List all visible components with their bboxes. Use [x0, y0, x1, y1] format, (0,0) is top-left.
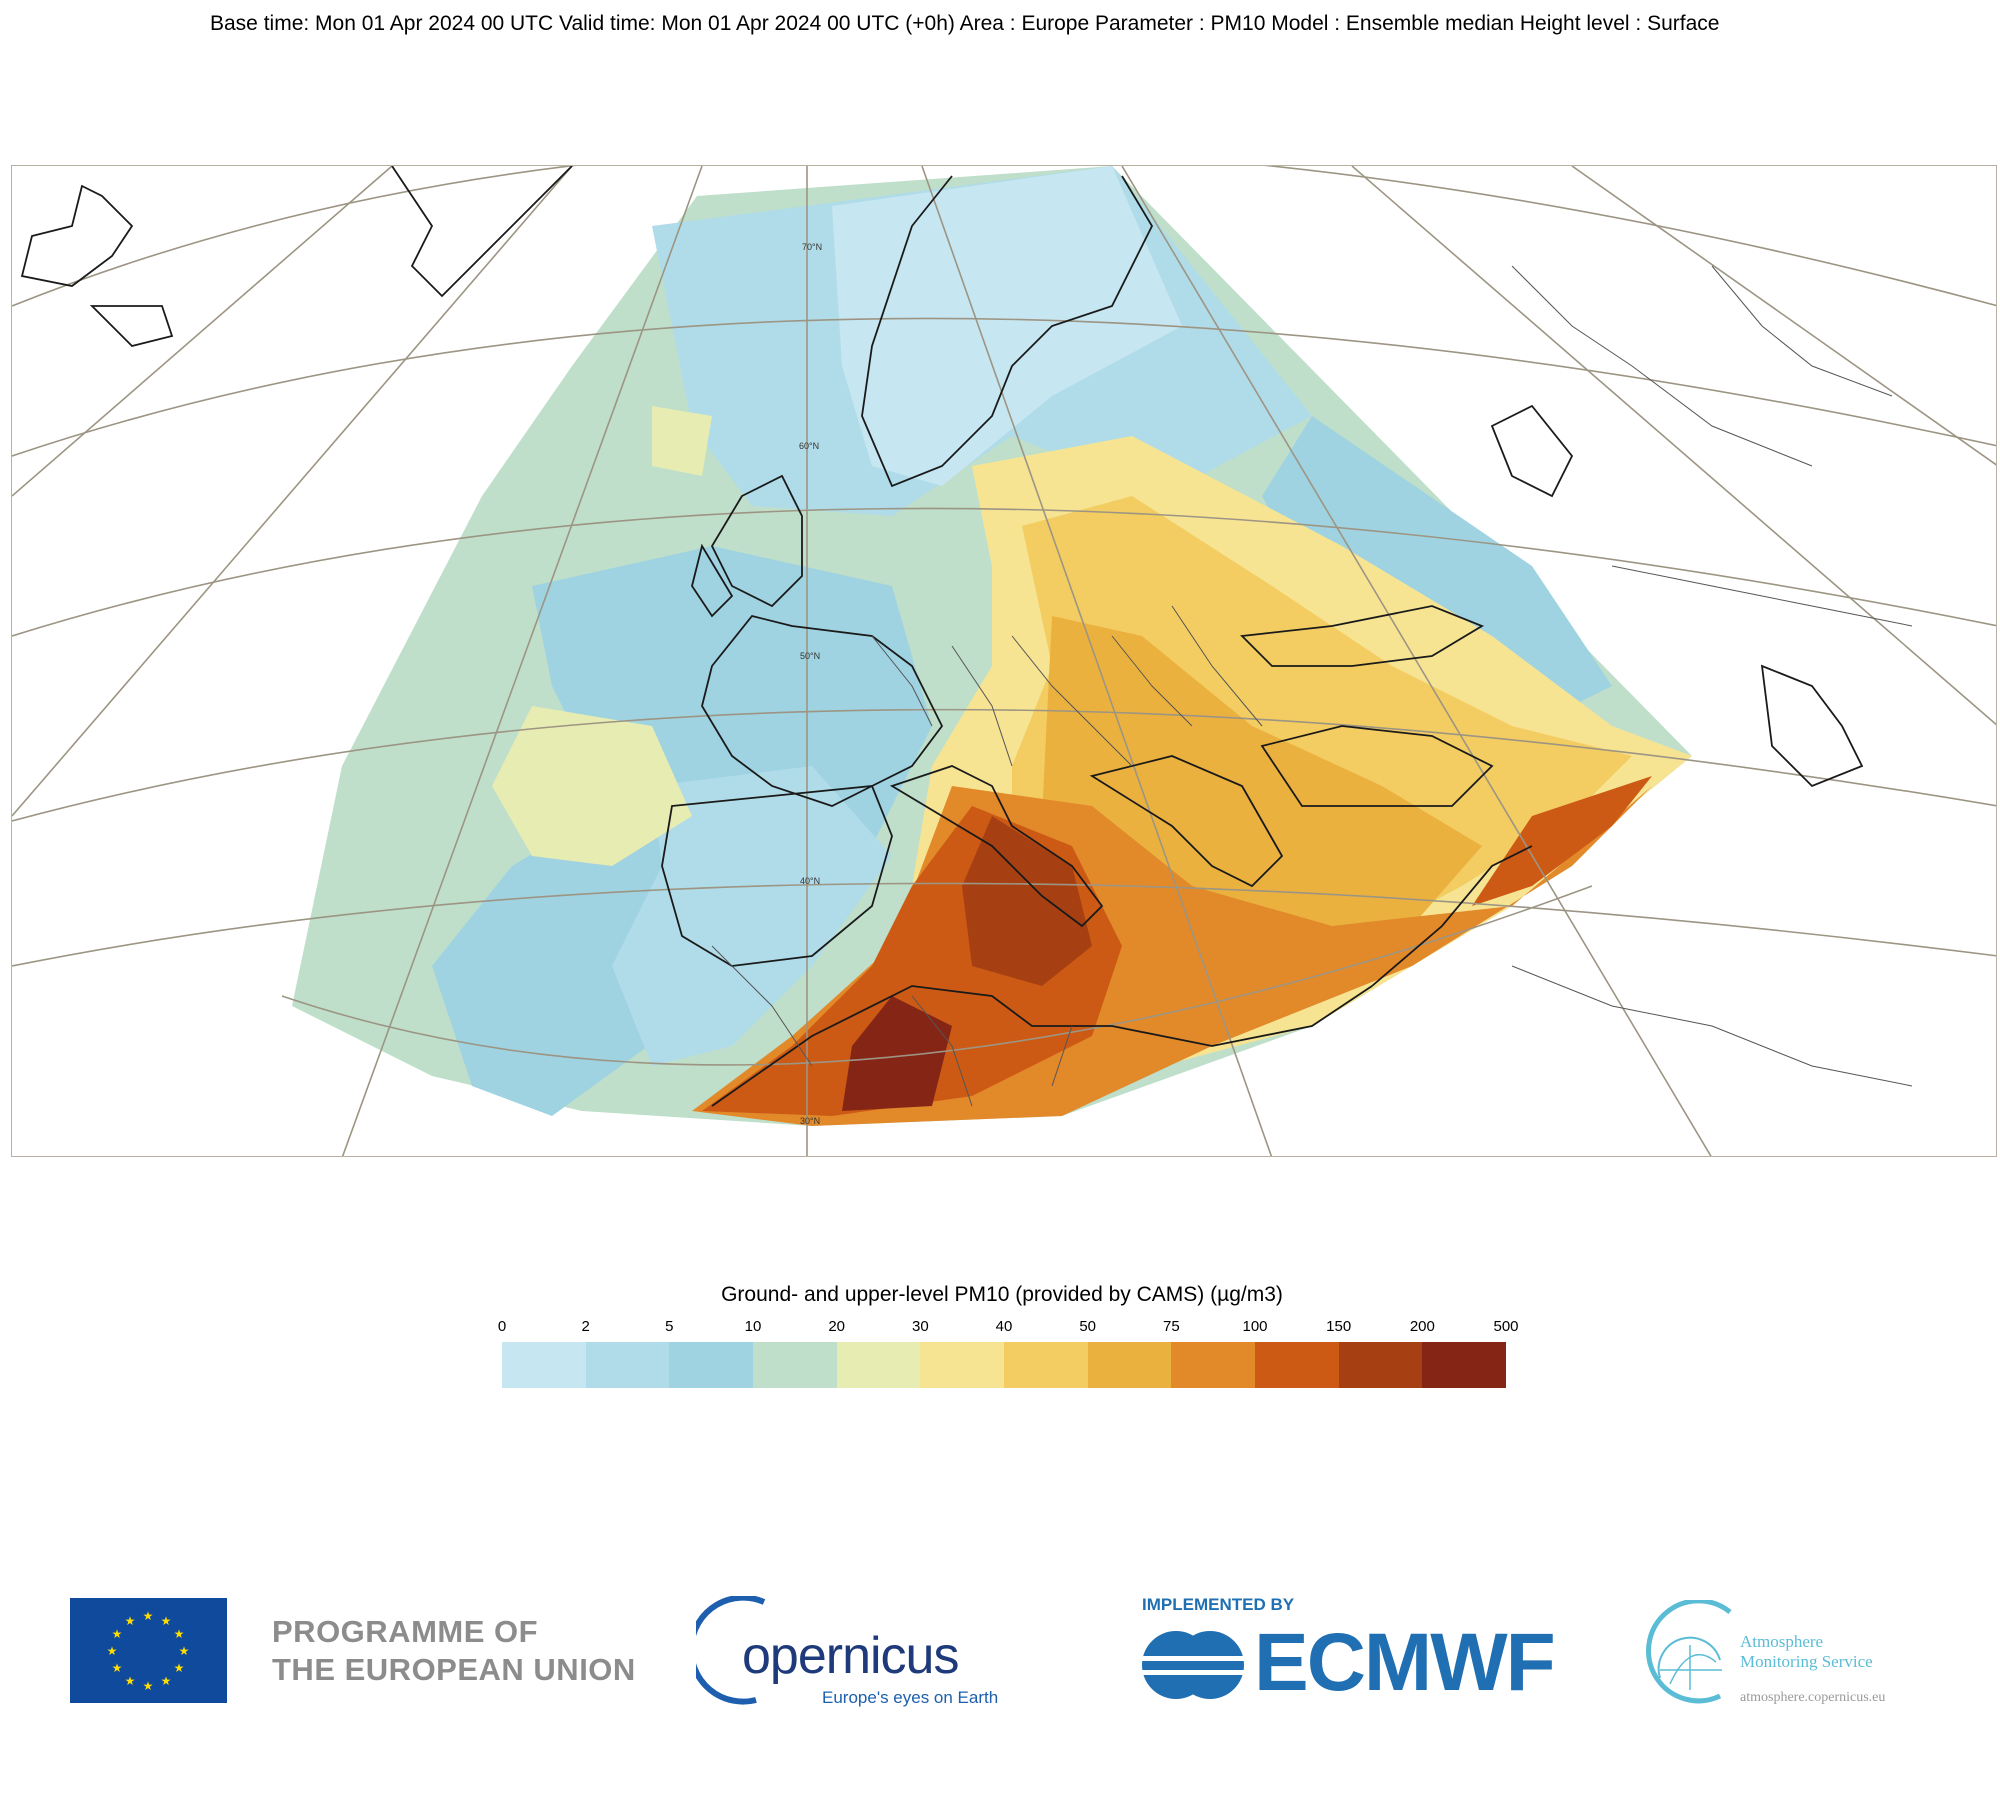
region-dust-darkred	[842, 996, 952, 1111]
svg-text:★: ★	[143, 1609, 154, 1623]
legend-tick-label: 10	[744, 1318, 762, 1335]
ams-name-line2: Monitoring Service	[1740, 1652, 1873, 1671]
region-iberia-blue	[612, 766, 892, 1066]
svg-text:★: ★	[112, 1661, 123, 1675]
legend-swatch	[669, 1342, 754, 1388]
map-canvas: 70°N 60°N 50°N 40°N 30°N	[12, 166, 1996, 1156]
atmosphere-globe-icon	[1646, 1600, 1732, 1704]
legend-tick-label: 150	[1326, 1318, 1352, 1335]
graticule	[12, 166, 1996, 1156]
copernicus-logo: opernicus Europe's eyes on Earth	[696, 1596, 1006, 1711]
svg-text:★: ★	[143, 1679, 154, 1693]
legend-swatch	[920, 1342, 1005, 1388]
legend-swatch	[1087, 1342, 1172, 1388]
svg-text:★: ★	[112, 1627, 123, 1641]
legend-tick-label: 40	[995, 1318, 1013, 1335]
map-header-text: Base time: Mon 01 Apr 2024 00 UTC Valid …	[210, 12, 1720, 35]
lat-label-70n: 70°N	[802, 242, 822, 252]
legend-tick-label: 50	[1079, 1318, 1096, 1335]
region-east-dust-orange	[1472, 776, 1652, 906]
legend-swatch	[1338, 1342, 1423, 1388]
copernicus-arc-icon	[696, 1596, 766, 1705]
legend-swatch	[1422, 1342, 1507, 1388]
svg-text:★: ★	[125, 1674, 136, 1688]
svg-text:★: ★	[174, 1627, 185, 1641]
legend-tick-label: 30	[911, 1318, 929, 1335]
pm10-map: 70°N 60°N 50°N 40°N 30°N	[11, 165, 1997, 1157]
ecmwf-symbol-icon	[1140, 1631, 1245, 1699]
lat-label-30n: 30°N	[800, 1116, 820, 1126]
legend-swatch	[1004, 1342, 1088, 1388]
legend-tick-label: 200	[1409, 1318, 1435, 1335]
copernicus-wordmark: opernicus	[742, 1627, 959, 1685]
svg-text:★: ★	[125, 1614, 136, 1628]
legend-swatch	[1171, 1342, 1256, 1388]
eu-text-line2: THE EUROPEAN UNION	[272, 1652, 636, 1687]
eu-stars-icon: ★ ★ ★ ★ ★ ★ ★ ★ ★ ★ ★ ★	[107, 1609, 190, 1693]
legend-colorbar	[502, 1342, 1507, 1388]
legend-tick-label: 2	[581, 1318, 590, 1335]
ams-url: atmosphere.copernicus.eu	[1740, 1690, 1886, 1705]
region-scandinavia-paleblue	[832, 166, 1182, 486]
country-borders	[711, 265, 1913, 1107]
region-north-yellow	[652, 406, 712, 476]
eu-flag-logo: ★ ★ ★ ★ ★ ★ ★ ★ ★ ★ ★ ★	[70, 1598, 227, 1703]
ecmwf-wordmark: ECMWF	[1254, 1617, 1556, 1708]
legend-tick-label: 75	[1162, 1318, 1180, 1335]
legend-swatch	[502, 1342, 586, 1388]
latitude-labels: 70°N 60°N 50°N 40°N 30°N	[799, 242, 822, 1126]
svg-text:★: ★	[161, 1674, 172, 1688]
legend-tick-label: 500	[1493, 1318, 1519, 1335]
region-east-blue	[1262, 416, 1612, 726]
legend-title: Ground- and upper-level PM10 (provided b…	[721, 1283, 1283, 1306]
region-atlantic-yellow	[492, 706, 692, 866]
legend-tick-label: 0	[497, 1318, 507, 1335]
copernicus-tagline: Europe's eyes on Earth	[822, 1688, 999, 1707]
legend-ticks: 0 2 5 10 20 30 40 50 75 100 150 200 500	[0, 1318, 2000, 1338]
legend-tick-label: 5	[665, 1318, 674, 1335]
legend-tick-label: 100	[1242, 1318, 1268, 1335]
svg-text:★: ★	[107, 1644, 118, 1658]
legend-swatch	[836, 1342, 921, 1388]
ecmwf-implemented-by: IMPLEMENTED BY	[1142, 1595, 1295, 1614]
eu-programme-text: PROGRAMME OF THE EUROPEAN UNION	[272, 1613, 636, 1689]
legend-swatch	[1255, 1342, 1339, 1388]
lat-label-60n: 60°N	[799, 441, 819, 451]
legend-swatch	[753, 1342, 837, 1388]
ams-name-line1: Atmosphere	[1740, 1632, 1824, 1651]
legend-tick-label: 20	[828, 1318, 845, 1335]
coastlines	[20, 166, 1864, 1107]
svg-text:★: ★	[179, 1644, 190, 1658]
lat-label-50n: 50°N	[800, 651, 820, 661]
svg-text:★: ★	[161, 1614, 172, 1628]
lat-label-40n: 40°N	[800, 876, 820, 886]
legend-swatch	[585, 1342, 670, 1388]
eu-text-line1: PROGRAMME OF	[272, 1614, 539, 1649]
footer-logos: ★ ★ ★ ★ ★ ★ ★ ★ ★ ★ ★ ★ PROGRAMME OF THE…	[0, 1580, 2000, 1720]
svg-text:★: ★	[174, 1661, 185, 1675]
